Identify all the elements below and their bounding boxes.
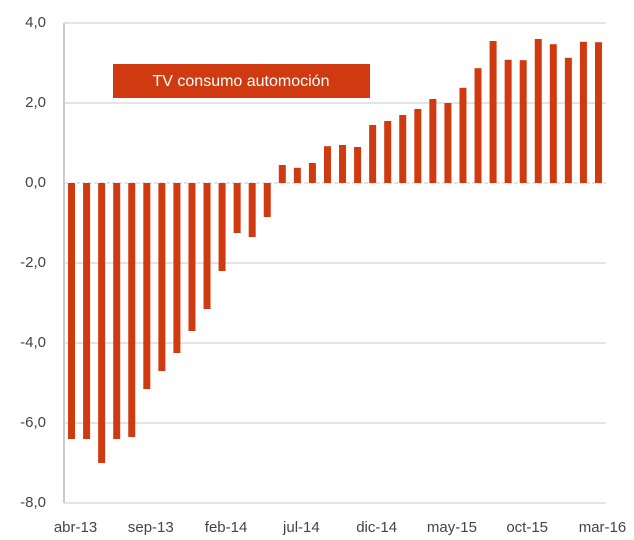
bar [339,145,347,183]
legend-label: TV consumo automoción [153,73,330,90]
bar [384,121,392,183]
y-tick-label: -6,0 [20,414,46,431]
bar [203,183,211,309]
y-tick-label: 0,0 [25,174,46,191]
bar [293,167,301,183]
y-tick-label: -8,0 [20,494,46,511]
x-tick-label: feb-14 [205,519,248,536]
bar [83,183,91,439]
y-tick-label: -4,0 [20,334,46,351]
x-tick-label: may-15 [427,519,477,536]
bar [158,183,166,371]
bar [188,183,196,331]
bar [459,87,467,183]
bar [474,68,482,183]
y-tick-label: 2,0 [25,94,46,111]
bar [218,183,226,271]
bar [308,163,316,183]
y-tick-label: -2,0 [20,254,46,271]
bar [113,183,121,439]
bar [233,183,241,233]
bar [534,39,542,183]
bar [248,183,256,237]
bar [504,59,512,183]
bar [173,183,181,353]
x-tick-label: jul-14 [282,519,320,536]
bar [549,44,557,184]
bar [98,183,106,463]
bar [564,57,572,183]
x-tick-label: sep-13 [128,519,174,536]
bar [399,115,407,183]
bar [489,41,497,183]
bar [128,183,136,437]
bar [278,165,286,183]
bar [369,125,377,183]
bar [444,103,452,183]
x-tick-label: mar-16 [579,519,627,536]
bar [594,42,602,184]
y-tick-label: 4,0 [25,14,46,31]
x-tick-label: oct-15 [506,519,548,536]
bar [68,183,76,439]
x-tick-label: abr-13 [54,519,97,536]
bar [519,60,527,184]
bar [354,147,362,183]
bar [323,146,331,183]
bar [579,41,587,183]
x-tick-label: dic-14 [356,519,397,536]
bar [143,183,151,389]
bar [414,109,422,183]
bar [429,99,437,183]
bar [263,183,271,217]
legend-box [113,64,370,98]
